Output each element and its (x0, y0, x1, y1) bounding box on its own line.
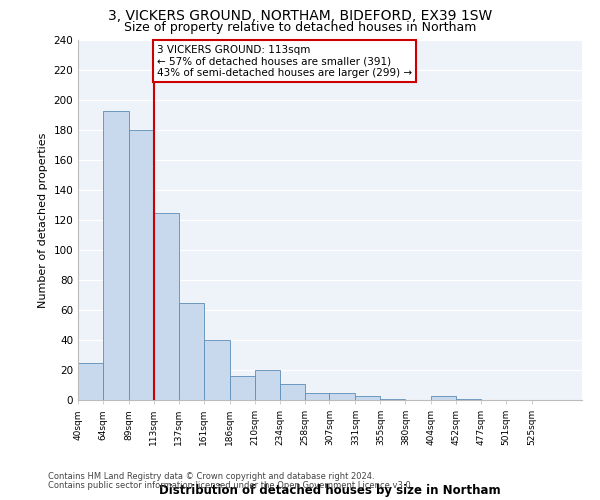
Bar (355, 396, 380, 400)
Bar (254, 370, 280, 400)
Bar (204, 340, 230, 400)
X-axis label: Distribution of detached houses by size in Northam: Distribution of detached houses by size … (159, 484, 501, 498)
Text: Size of property relative to detached houses in Northam: Size of property relative to detached ho… (124, 21, 476, 34)
Y-axis label: Number of detached properties: Number of detached properties (38, 132, 48, 308)
Text: 3, VICKERS GROUND, NORTHAM, BIDEFORD, EX39 1SW: 3, VICKERS GROUND, NORTHAM, BIDEFORD, EX… (108, 9, 492, 23)
Bar (456, 398, 481, 400)
Bar (230, 376, 254, 400)
Text: 3 VICKERS GROUND: 113sqm
← 57% of detached houses are smaller (391)
43% of semi-: 3 VICKERS GROUND: 113sqm ← 57% of detach… (157, 44, 412, 78)
Bar (329, 392, 355, 400)
Bar (179, 302, 204, 400)
Bar (129, 130, 154, 400)
Bar (431, 396, 456, 400)
Bar (380, 398, 406, 400)
Bar (78, 362, 103, 400)
Bar (305, 392, 329, 400)
Bar (280, 384, 305, 400)
Bar (154, 212, 179, 400)
Text: Contains HM Land Registry data © Crown copyright and database right 2024.: Contains HM Land Registry data © Crown c… (48, 472, 374, 481)
Bar (103, 110, 129, 400)
Text: Contains public sector information licensed under the Open Government Licence v3: Contains public sector information licen… (48, 481, 413, 490)
